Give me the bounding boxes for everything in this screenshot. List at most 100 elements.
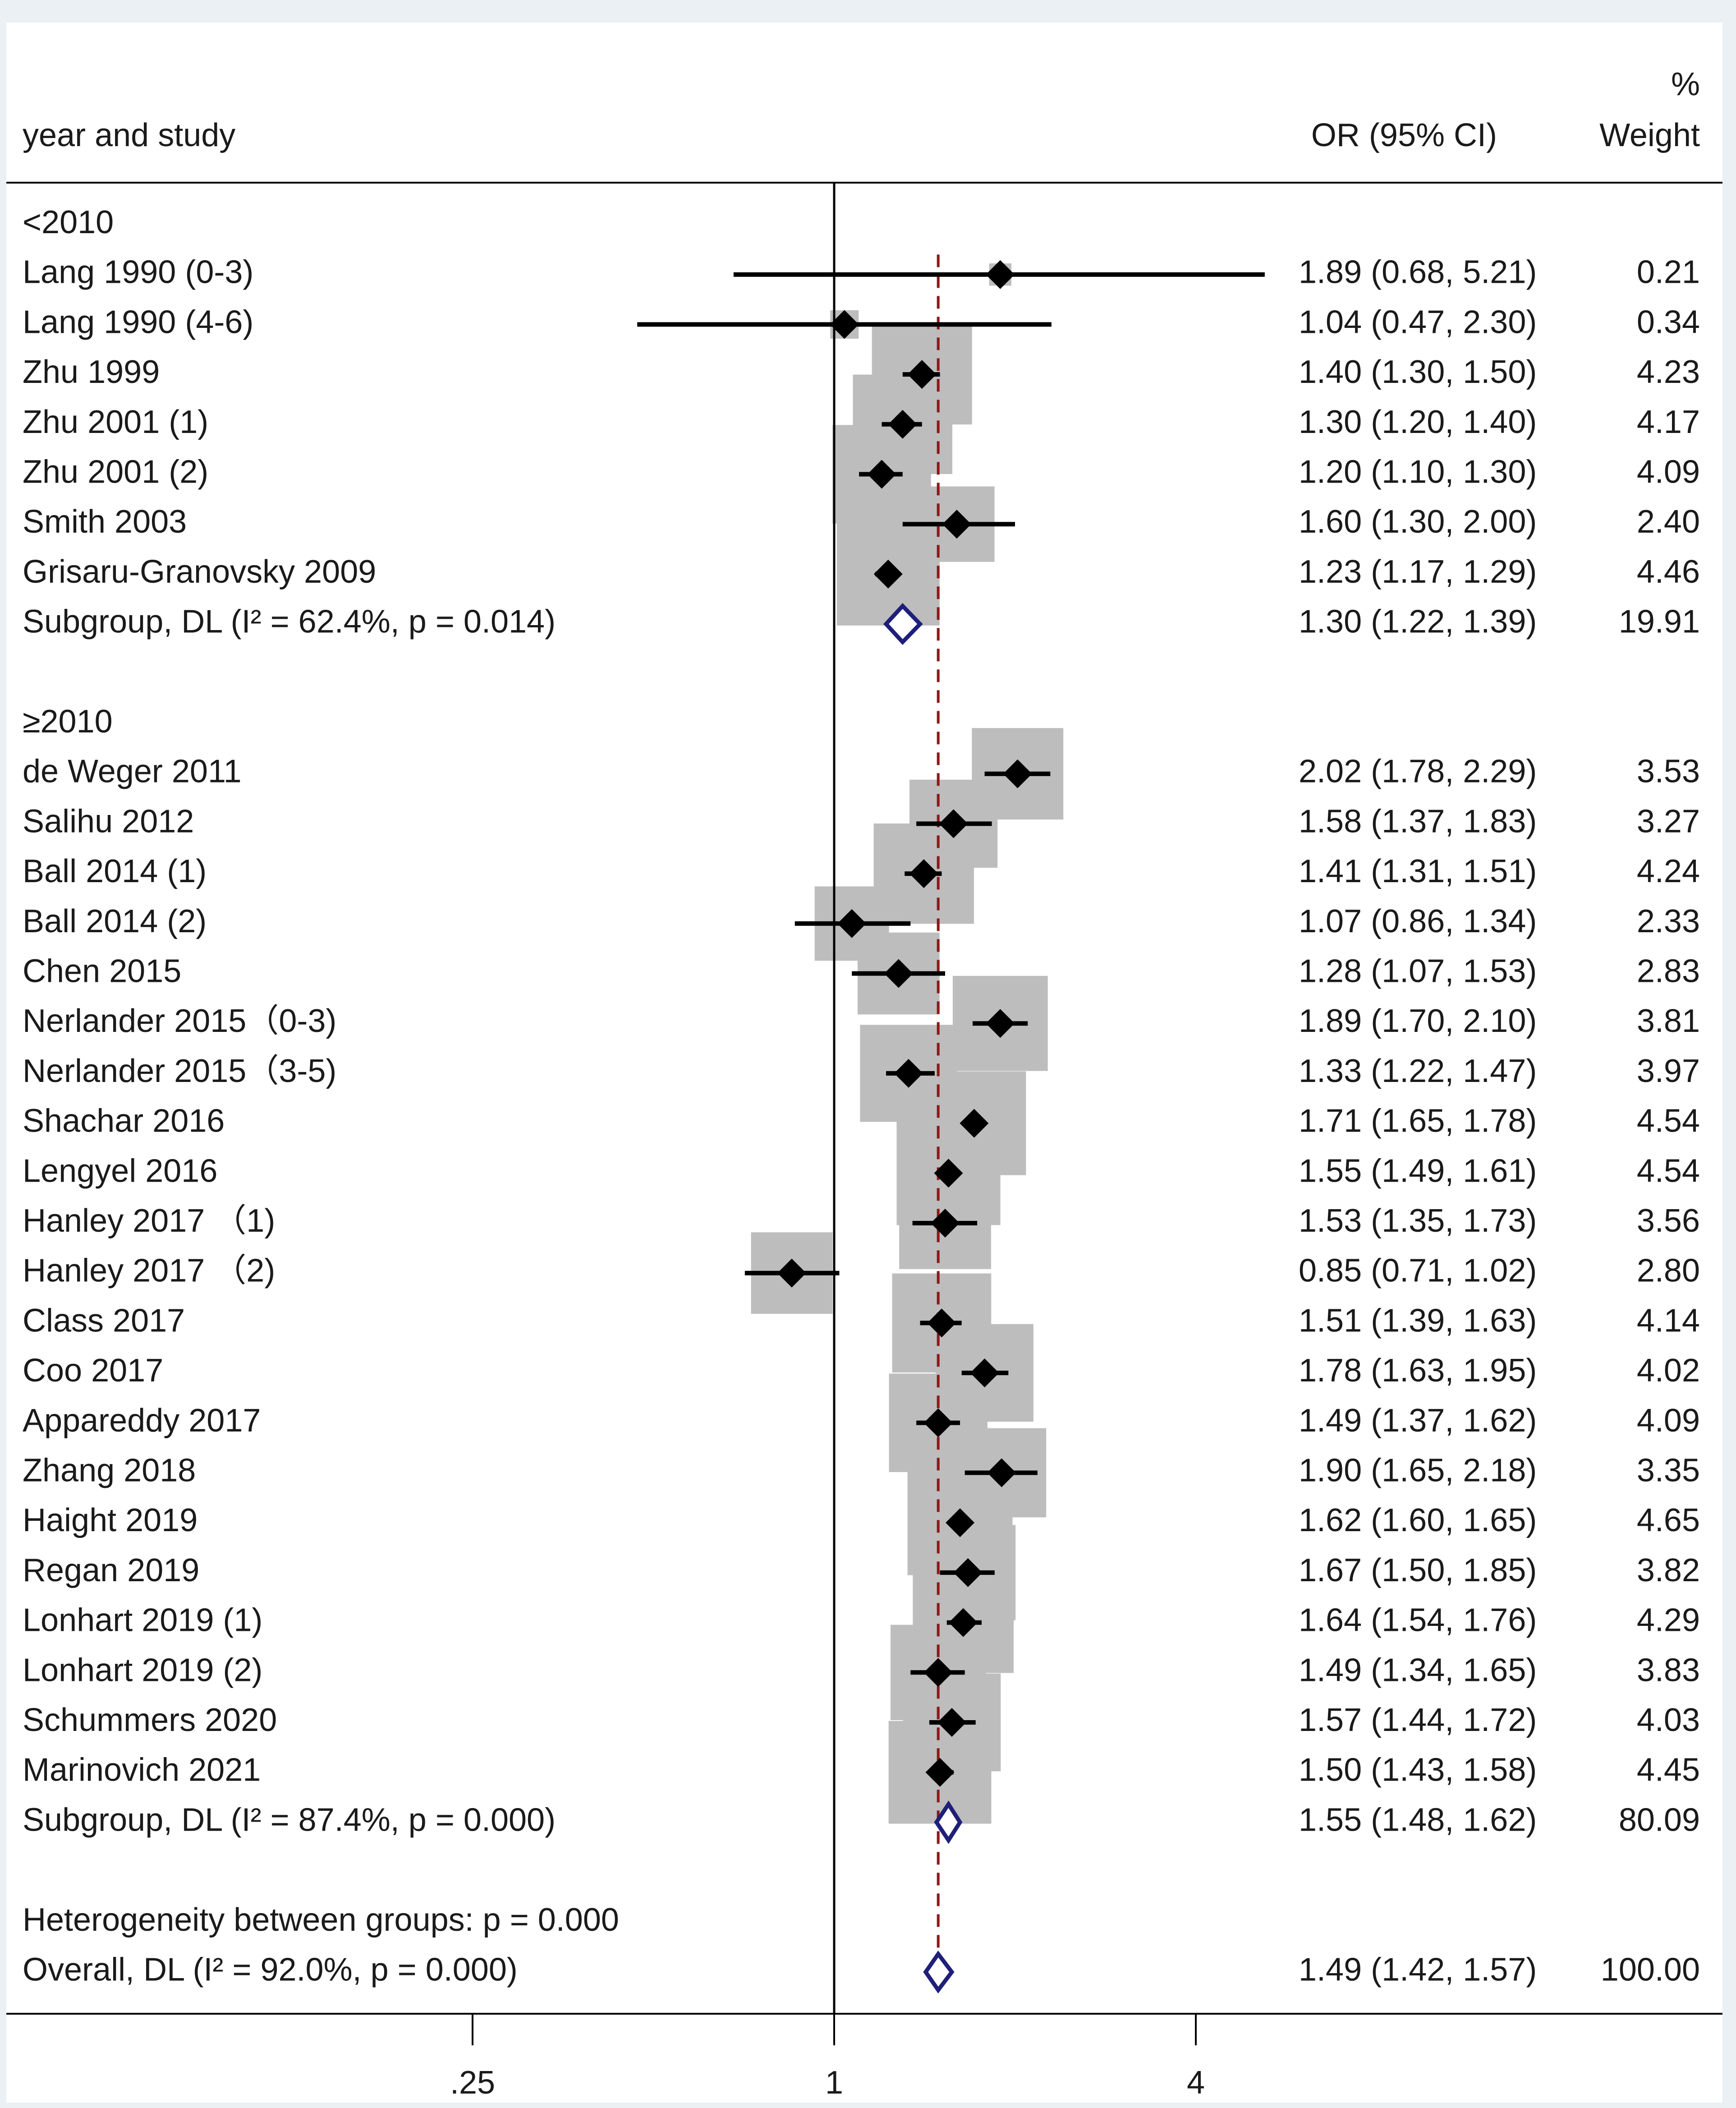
subgroup-diamond [883,603,923,645]
pooled-weight-value: 80.09 [1619,1802,1700,1838]
weight-value: 2.83 [1637,953,1700,990]
weight-value: 4.46 [1637,554,1700,590]
study-label: Hanley 2017 （1) [23,1203,275,1239]
point-estimate [986,1009,1015,1038]
x-tick-label: 1 [825,2065,843,2101]
chart-text: year and study OR (95% CI)% Weight .25 1 4 <20… [23,66,1700,2101]
weight-value: 0.21 [1637,254,1700,290]
study-label: Appareddy 2017 [23,1403,261,1439]
weight-value: 3.83 [1637,1652,1700,1688]
pooled-weight-value: 100.00 [1601,1952,1700,1988]
study-label: Lonhart 2019 (2) [23,1652,262,1688]
point-estimate [970,1358,999,1388]
or-ci-value: 1.57 (1.44, 1.72) [1299,1702,1537,1738]
study-label: Chen 2015 [23,953,181,990]
study-label: Lengyel 2016 [23,1153,217,1189]
study-label: Lang 1990 (0-3) [23,254,253,290]
or-ci-value: 1.49 (1.34, 1.65) [1299,1652,1537,1688]
or-ci-value: 1.07 (0.86, 1.34) [1299,903,1537,939]
study-label: Marinovich 2021 [23,1752,261,1788]
weight-value: 4.17 [1637,404,1700,440]
weight-value: 3.27 [1637,803,1700,839]
study-label: Class 2017 [23,1303,185,1339]
or-ci-value: 1.40 (1.30, 1.50) [1299,354,1537,390]
weight-value: 3.56 [1637,1203,1700,1239]
weight-value: 2.33 [1637,903,1700,939]
or-ci-value: 1.04 (0.47, 2.30) [1299,304,1537,340]
or-ci-value: 1.62 (1.60, 1.65) [1299,1502,1537,1538]
or-ci-value: 1.23 (1.17, 1.29) [1299,554,1537,590]
or-ci-value: 1.67 (1.50, 1.85) [1299,1552,1537,1588]
weight-value: 4.29 [1637,1602,1700,1639]
point-estimate [884,959,913,988]
reference-lines [6,182,1722,2045]
x-tick-label: .25 [450,2065,495,2101]
point-estimate [927,1308,956,1338]
or-ci-value: 1.28 (1.07, 1.53) [1299,953,1537,990]
point-estimate [925,1758,955,1787]
point-estimate [837,909,867,938]
x-tick-label: 4 [1187,2065,1205,2101]
weight-value: 0.34 [1637,304,1700,340]
study-label: Zhu 1999 [23,354,160,390]
weight-boxes [751,263,1064,1824]
weight-value: 3.35 [1637,1453,1700,1489]
or-ci-value: 1.58 (1.37, 1.83) [1299,803,1537,839]
weight-value: 4.54 [1637,1153,1700,1189]
study-label: Nerlander 2015（3-5) [23,1053,336,1089]
or-ci-value: 1.20 (1.10, 1.30) [1299,454,1537,490]
point-estimate [873,559,903,589]
pooled-or-ci-value: 1.49 (1.42, 1.57) [1299,1952,1537,1988]
point-estimate [777,1258,806,1288]
or-ci-value: 1.41 (1.31, 1.51) [1299,853,1537,889]
or-ci-value: 1.64 (1.54, 1.76) [1299,1602,1537,1639]
study-label: Hanley 2017 （2) [23,1253,275,1289]
pooled-weight-value: 19.91 [1619,604,1700,640]
weight-value: 4.09 [1637,1403,1700,1439]
point-estimate [937,1708,966,1737]
header-weight: Weight [1599,117,1700,153]
weight-value: 3.97 [1637,1053,1700,1089]
study-label: Ball 2014 (1) [23,853,207,889]
study-label: Grisaru-Granovsky 2009 [23,554,376,590]
or-ci-value: 2.02 (1.78, 2.29) [1299,754,1537,790]
study-label: Salihu 2012 [23,803,194,839]
or-ci-value: 1.33 (1.22, 1.47) [1299,1053,1537,1089]
or-ci-value: 1.89 (1.70, 2.10) [1299,1003,1537,1039]
or-ci-value: 1.53 (1.35, 1.73) [1299,1203,1537,1239]
point-estimate [931,1209,960,1238]
header-study: year and study [23,117,235,153]
point-estimate [1003,759,1032,788]
weight-value: 4.54 [1637,1103,1700,1139]
study-label: Zhu 2001 (1) [23,404,208,440]
overall-label: Overall, DL (I² = 92.0%, p = 0.000) [23,1952,518,1988]
or-ci-value: 1.89 (0.68, 5.21) [1299,254,1537,290]
pooled-or-ci-value: 1.55 (1.48, 1.62) [1299,1802,1537,1838]
group-label: <2010 [23,204,114,240]
study-label: Schummers 2020 [23,1702,277,1738]
study-label: Nerlander 2015（0-3) [23,1003,336,1039]
study-label: Coo 2017 [23,1353,163,1389]
overall-diamond [923,1950,955,1994]
or-ci-value: 1.55 (1.49, 1.61) [1299,1153,1537,1189]
point-estimate [909,859,938,888]
or-ci-value: 1.90 (1.65, 2.18) [1299,1453,1537,1489]
weight-value: 2.80 [1637,1253,1700,1289]
weight-value: 4.03 [1637,1702,1700,1738]
point-estimate [960,1109,989,1138]
weight-value: 3.53 [1637,754,1700,790]
study-label: de Weger 2011 [23,754,242,790]
study-label: Shachar 2016 [23,1103,225,1139]
or-ci-value: 1.51 (1.39, 1.63) [1299,1303,1537,1339]
point-estimate [939,809,968,838]
study-label: Haight 2019 [23,1502,197,1538]
weight-value: 4.65 [1637,1502,1700,1538]
or-ci-value: 0.85 (0.71, 1.02) [1299,1253,1537,1289]
point-estimate [953,1558,983,1587]
or-ci-value: 1.78 (1.63, 1.95) [1299,1353,1537,1389]
chart-marks [637,260,1265,1994]
subgroup-label: Subgroup, DL (I² = 62.4%, p = 0.014) [23,604,556,640]
weight-value: 4.45 [1637,1752,1700,1788]
point-estimate [986,260,1015,289]
